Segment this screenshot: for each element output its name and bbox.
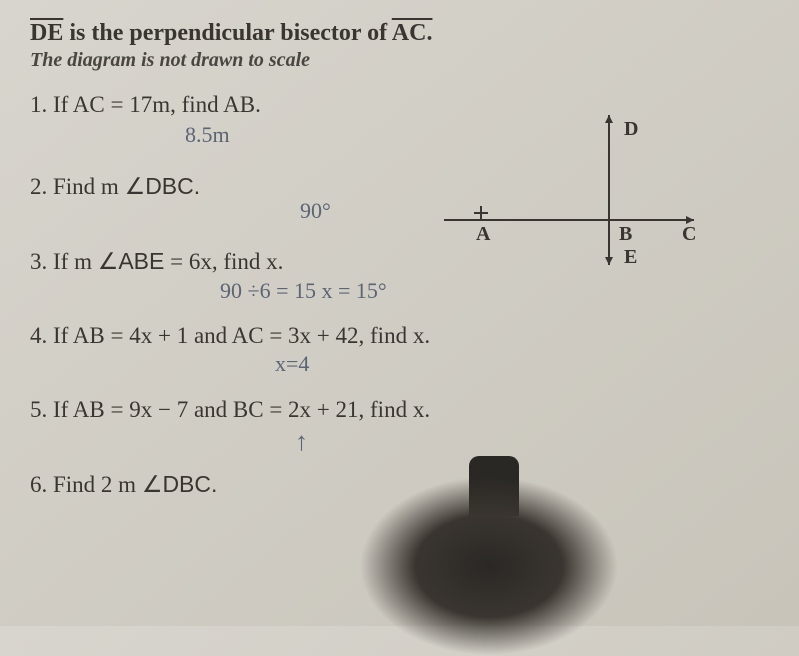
handwritten-answer-2: 90° [300,198,331,224]
problem-1: 1. If AC = 17m, find AB. 8.5m [30,92,769,118]
handwritten-answer-1: 8.5m [185,122,230,148]
header-line1: DE is the perpendicular bisector of AC. [30,20,769,47]
problem-3: 3. If m ∠ABE = 6x, find x. 90 ÷6 = 15 x … [30,248,769,275]
handwritten-answer-5: ↑ [295,427,308,457]
header-line2: The diagram is not drawn to scale [30,49,769,72]
problem-6: 6. Find 2 m ∠DBC. [30,471,769,498]
handwritten-answer-4: x=4 [275,351,309,377]
svg-text:D: D [624,118,638,140]
svg-text:C: C [682,223,696,245]
segment-de: DE [30,20,63,46]
problem-4: 4. If AB = 4x + 1 and AC = 3x + 42, find… [30,323,769,349]
svg-text:A: A [476,223,491,245]
handwritten-answer-3: 90 ÷6 = 15 x = 15° [220,278,387,304]
segment-ac: AC. [392,20,433,46]
problem-2: 2. Find m ∠DBC. 90° [30,173,769,200]
problem-5: 5. If AB = 9x − 7 and BC = 2x + 21, find… [30,397,769,423]
svg-text:B: B [619,223,632,245]
shadow-obstruction [359,476,619,656]
